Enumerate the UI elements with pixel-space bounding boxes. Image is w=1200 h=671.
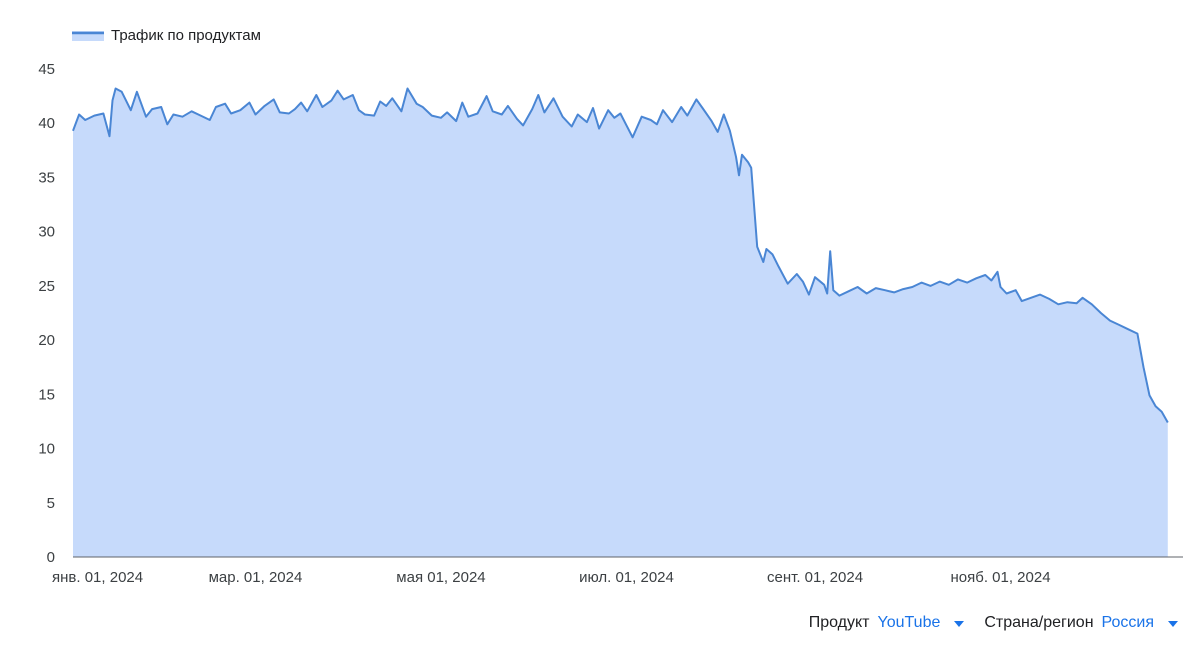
x-tick-label: июл. 01, 2024 [579,569,674,586]
y-tick-label: 10 [38,441,55,458]
product-filter-label: Продукт [808,614,870,631]
y-tick-label: 35 [38,169,55,186]
y-tick-label: 25 [38,278,55,295]
y-axis: 0 5 10 15 20 25 30 35 40 45 [38,61,55,566]
x-tick-label: мар. 01, 2024 [209,569,303,586]
series-area [73,88,1168,557]
product-filter[interactable]: Продукт YouTube [809,614,965,632]
product-filter-value[interactable]: YouTube [877,614,941,631]
plot-area [72,87,1169,557]
chevron-down-icon[interactable] [1168,621,1178,627]
x-tick-label: нояб. 01, 2024 [950,569,1050,586]
filter-bar: Продукт YouTube Страна/регион Россия [809,614,1178,632]
legend: Трафик по продуктам [72,27,261,44]
region-filter[interactable]: Страна/регион Россия [984,614,1178,632]
x-tick-label: мая 01, 2024 [396,569,485,586]
x-tick-label: янв. 01, 2024 [52,569,143,586]
y-tick-label: 30 [38,224,55,241]
region-filter-value[interactable]: Россия [1101,614,1154,631]
chevron-down-icon[interactable] [954,621,965,627]
y-tick-label: 40 [38,115,55,132]
y-tick-label: 15 [38,386,55,403]
legend-swatch [72,31,104,41]
legend-label: Трафик по продуктам [111,27,261,44]
y-tick-label: 45 [38,61,55,78]
x-tick-label: сент. 01, 2024 [767,569,863,586]
region-filter-label: Страна/регион [984,614,1094,631]
x-axis: янв. 01, 2024 мар. 01, 2024 мая 01, 2024 ию… [52,556,1183,586]
y-tick-label: 5 [47,495,55,512]
y-tick-label: 20 [38,332,55,349]
series-line [72,87,1169,423]
y-tick-label: 0 [47,549,55,566]
